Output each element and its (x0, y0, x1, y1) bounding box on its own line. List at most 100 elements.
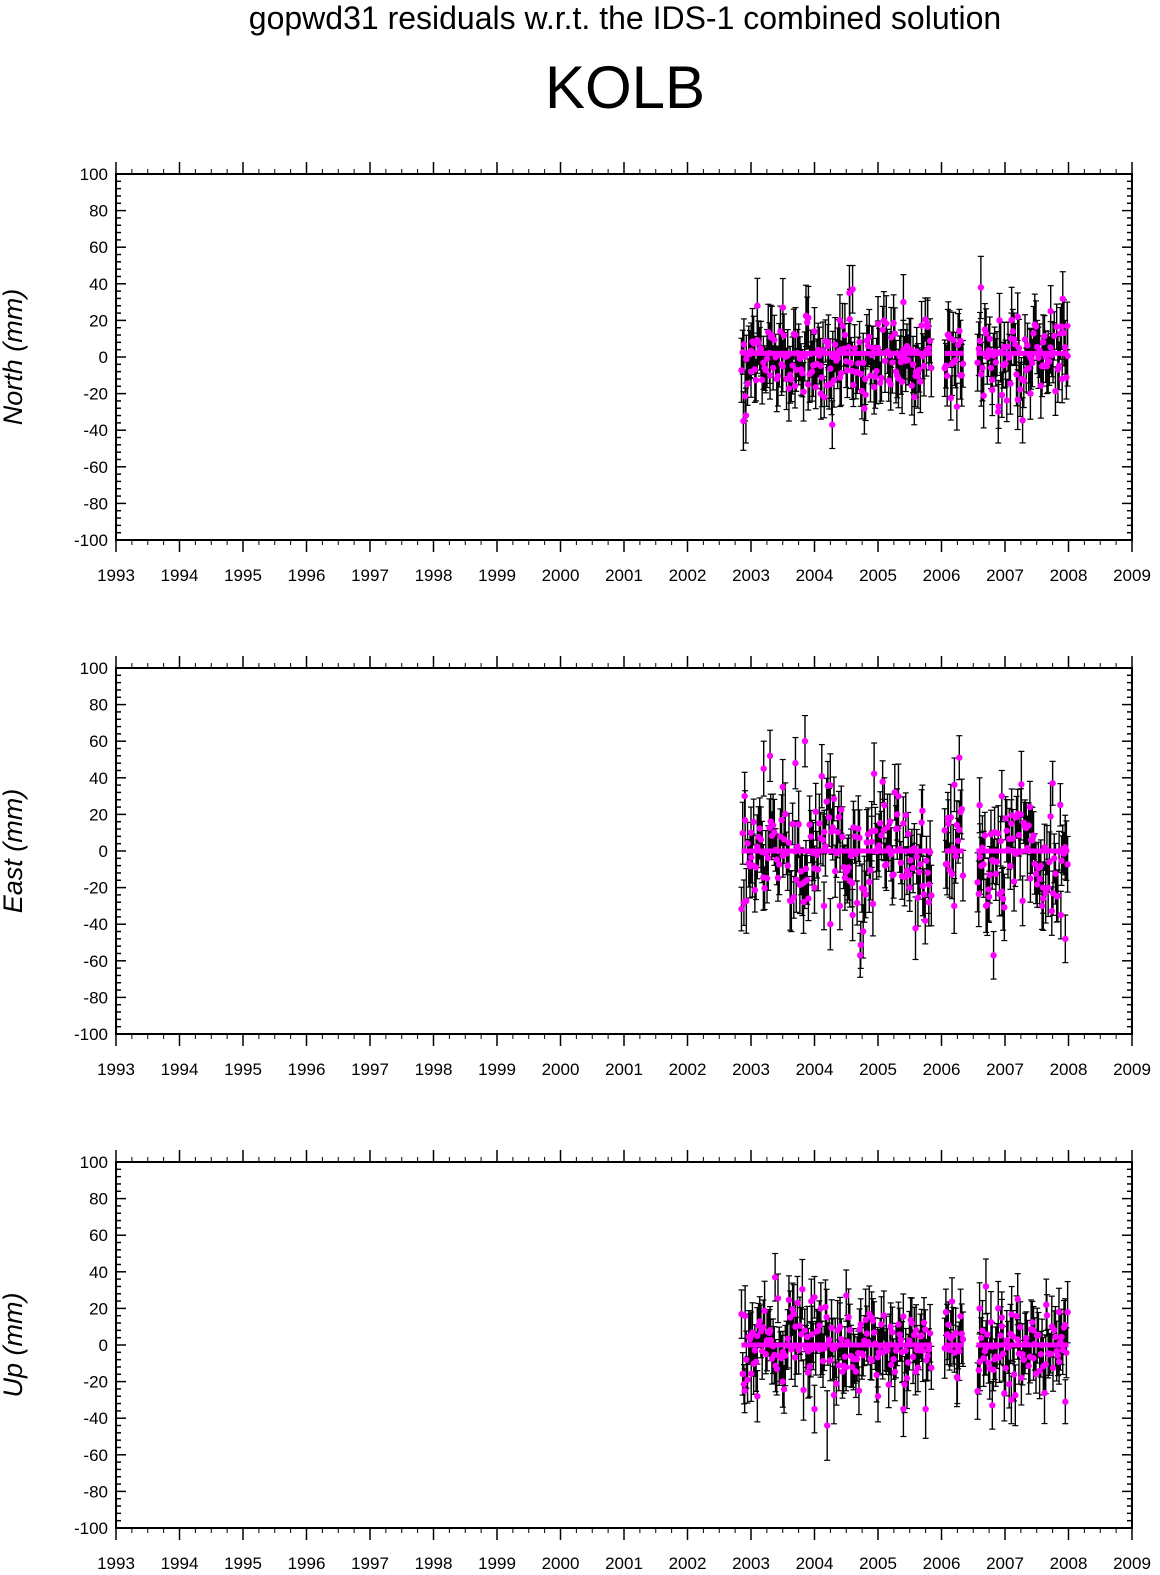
north-data-point (757, 345, 765, 352)
up-data-point (979, 1327, 986, 1334)
east-data-point (738, 905, 745, 913)
up-data-point (1004, 1344, 1012, 1351)
east-ylabel: East (mm) (0, 789, 28, 914)
up-data-point (1008, 1311, 1015, 1318)
east-data-point (789, 820, 796, 828)
east-xtick-label: 1998 (415, 1060, 453, 1079)
up-data-point (743, 1356, 750, 1363)
east-data-point (750, 818, 757, 826)
north-data-point (1060, 329, 1068, 337)
east-data-point (953, 821, 961, 829)
east-data-point (1062, 935, 1069, 943)
north-data-point (1014, 313, 1021, 320)
east-data-point (859, 928, 867, 935)
north-data-point (752, 376, 760, 384)
up-xtick-label: 2000 (542, 1554, 580, 1573)
north-data-point (744, 380, 751, 387)
east-data-point (896, 845, 903, 853)
east-data-point (819, 836, 827, 844)
east-data-point (867, 867, 874, 874)
up-xtick-label: 2006 (923, 1554, 961, 1573)
north-data-point (1039, 339, 1047, 346)
up-data-point (1062, 1398, 1069, 1405)
north-data-point (872, 373, 879, 381)
east-ytick-label: -40 (83, 915, 108, 934)
north-data-point (861, 405, 868, 412)
east-data-point (827, 921, 834, 928)
up-xtick-label: 2004 (796, 1554, 834, 1573)
up-data-point (987, 1319, 995, 1326)
north-data-point (907, 346, 914, 353)
east-data-point (1063, 847, 1070, 854)
up-data-point (771, 1351, 778, 1359)
north-data-point (953, 403, 961, 410)
east-data-point (993, 858, 1001, 865)
up-data-point (944, 1332, 952, 1340)
north-data-point (838, 369, 845, 377)
up-data-point (945, 1321, 952, 1328)
east-data-point (980, 861, 987, 868)
east-data-point (894, 825, 901, 832)
east-data-point (1057, 911, 1065, 919)
up-data-point (849, 1363, 856, 1371)
east-data-point (849, 911, 856, 919)
up-data-point (804, 1369, 812, 1376)
north-data-point (817, 362, 824, 370)
north-data-point (1032, 323, 1040, 330)
east-data-point (897, 859, 905, 866)
north-data-point (959, 360, 967, 368)
east-data-point (839, 833, 846, 841)
up-data-point (885, 1381, 892, 1388)
north-data-point (957, 372, 964, 379)
east-xtick-label: 2001 (605, 1060, 643, 1079)
east-data-point (814, 866, 822, 873)
north-ytick-label: 20 (89, 311, 108, 330)
north-data-point (814, 346, 822, 354)
up-data-point (874, 1393, 882, 1400)
east-data-point (986, 871, 993, 879)
up-data-point (1008, 1396, 1015, 1404)
east-data-point (1051, 855, 1058, 862)
up-data-point (1002, 1364, 1009, 1372)
up-data-point (1037, 1351, 1045, 1358)
up-data-point (1043, 1301, 1050, 1308)
up-data-point (890, 1355, 897, 1363)
north-data-point (919, 353, 927, 360)
up-data-point (976, 1305, 983, 1312)
east-data-point (761, 885, 768, 892)
north-ytick-label: -80 (83, 494, 108, 513)
up-data-point (1001, 1390, 1008, 1397)
station-title: KOLB (544, 54, 706, 121)
up-xtick-label: 2001 (605, 1554, 643, 1573)
east-data-point (812, 808, 819, 815)
east-data-point (912, 925, 919, 932)
up-data-point (838, 1336, 845, 1343)
east-data-point (1052, 870, 1059, 877)
east-data-point (948, 871, 956, 878)
north-data-point (839, 322, 846, 330)
east-data-point (771, 829, 778, 836)
north-ylabel: North (mm) (0, 289, 28, 426)
east-data-point (743, 897, 750, 905)
up-data-point (975, 1366, 982, 1374)
east-data-point (772, 846, 779, 854)
up-data-point (1009, 1333, 1017, 1340)
up-data-point (1014, 1336, 1021, 1343)
north-data-point (1014, 396, 1021, 403)
east-data-point (845, 864, 852, 871)
east-data-point (836, 902, 844, 910)
up-data-point (773, 1365, 780, 1373)
east-data-point (900, 820, 907, 827)
east-data-point (748, 854, 755, 861)
up-data-point (785, 1296, 793, 1304)
north-data-point (1041, 332, 1048, 340)
north-data-point (1027, 390, 1034, 397)
up-data-point (1035, 1331, 1042, 1339)
up-data-point (864, 1338, 872, 1346)
up-data-point (868, 1357, 875, 1364)
east-data-point (870, 770, 878, 777)
east-data-point (825, 814, 833, 821)
east-data-point (797, 868, 805, 875)
up-data-point (836, 1323, 844, 1330)
up-data-point (1064, 1308, 1071, 1316)
